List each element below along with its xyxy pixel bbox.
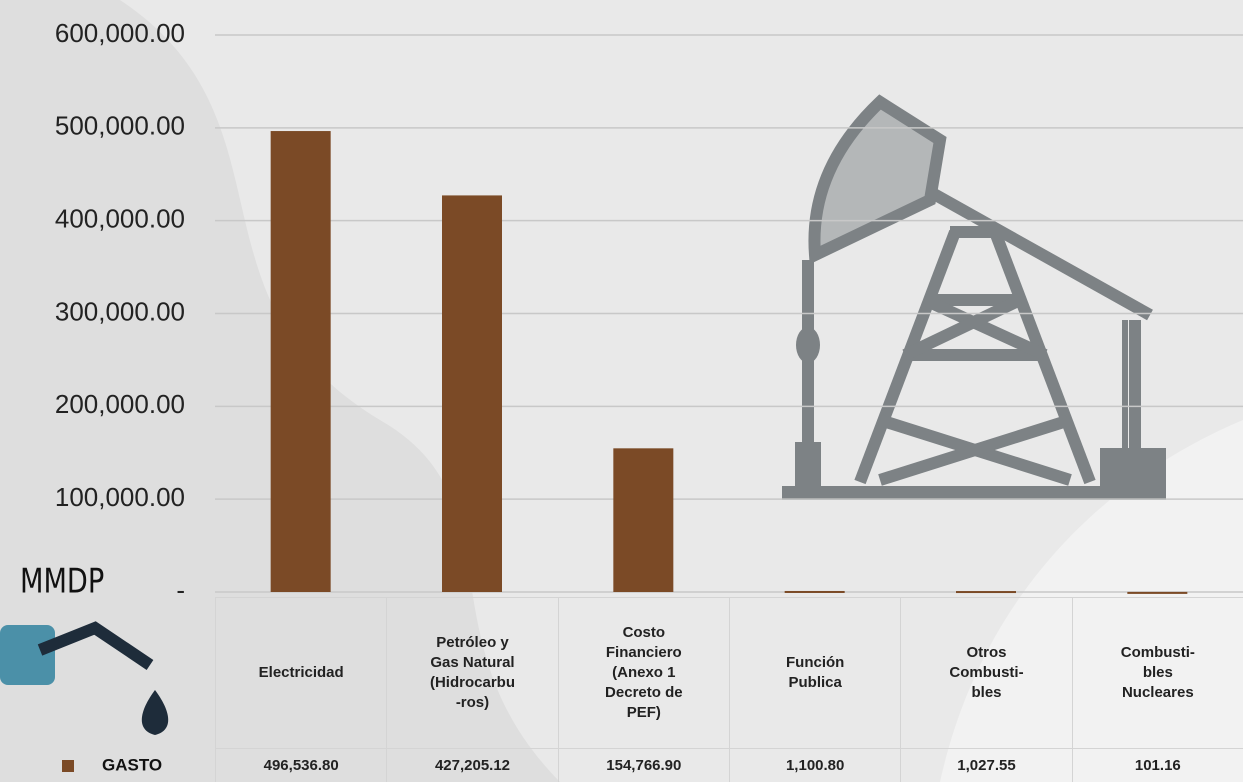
y-tick-label: 500,000.00 xyxy=(55,111,185,141)
category-label: Electricidad xyxy=(215,597,387,748)
bar xyxy=(270,131,331,592)
data-table-value: 1,027.55 xyxy=(900,748,1072,782)
category-label: Otros Combusti- bles xyxy=(900,597,1072,748)
y-tick-label: 100,000.00 xyxy=(55,482,185,512)
y-tick-label: 600,000.00 xyxy=(55,18,185,48)
nozzle-icon xyxy=(0,621,169,735)
y-tick-label: 300,000.00 xyxy=(55,296,185,326)
data-table-value: 154,766.90 xyxy=(557,748,729,782)
data-table-value: 1,100.80 xyxy=(729,748,901,782)
y-axis-label: MMDP xyxy=(20,561,104,601)
bar xyxy=(956,591,1016,594)
data-table-value: 496,536.80 xyxy=(215,748,387,782)
bar xyxy=(784,590,845,593)
legend-swatch xyxy=(62,760,74,772)
bar xyxy=(613,448,674,592)
y-tick-label: 400,000.00 xyxy=(55,204,185,234)
data-table-value: 427,205.12 xyxy=(386,748,558,782)
bar xyxy=(1127,591,1188,594)
data-table-value: 101.16 xyxy=(1071,748,1243,782)
bar xyxy=(442,195,502,592)
background-shape xyxy=(940,420,1243,782)
category-label: Petróleo y Gas Natural (Hidrocarbu -ros) xyxy=(386,597,558,748)
category-label: Combusti- bles Nucleares xyxy=(1071,597,1243,748)
y-tick-label: 200,000.00 xyxy=(55,389,185,419)
legend-label: GASTO xyxy=(102,755,162,774)
pump-jack-icon xyxy=(782,94,1166,500)
category-label: Función Publica xyxy=(729,597,901,748)
y-tick-label: - xyxy=(176,575,185,605)
category-label: Costo Financiero (Anexo 1 Decreto de PEF… xyxy=(557,597,729,748)
